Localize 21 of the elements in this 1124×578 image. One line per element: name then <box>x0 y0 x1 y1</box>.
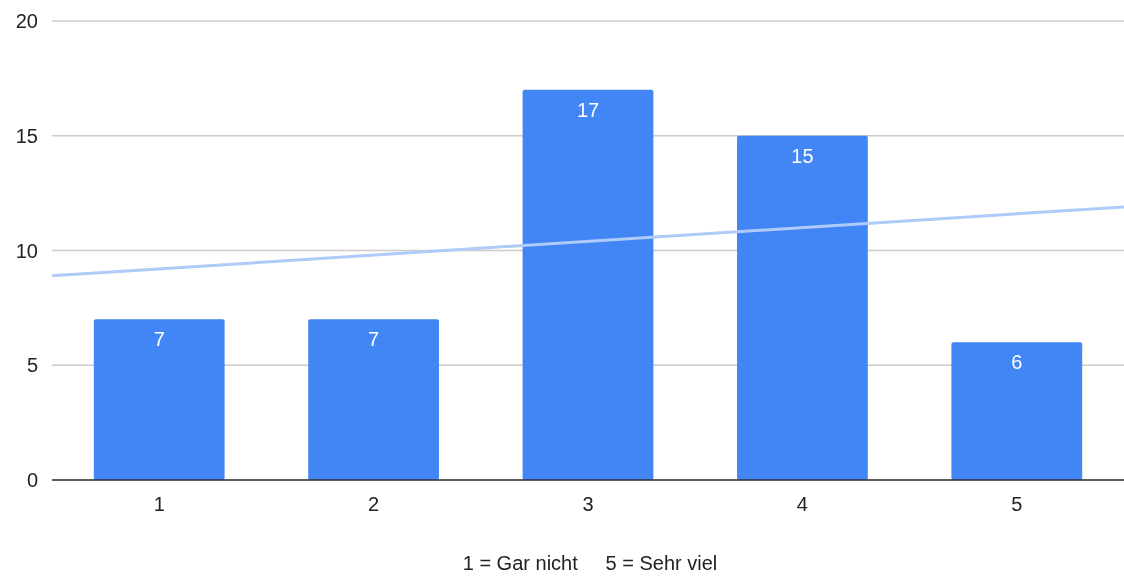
bar <box>522 89 654 480</box>
bar <box>737 135 868 480</box>
x-tick-label: 3 <box>582 493 594 515</box>
y-tick-label: 5 <box>26 354 38 377</box>
y-tick-label: 20 <box>15 10 38 32</box>
y-tick-label: 0 <box>26 469 38 491</box>
x-tick-label: 2 <box>368 493 380 515</box>
x-tick-label: 1 <box>153 493 165 515</box>
x-tick-label: 5 <box>1011 493 1023 515</box>
data-label: 7 <box>153 328 165 351</box>
y-tick-label: 10 <box>15 239 38 262</box>
data-label: 17 <box>576 98 600 121</box>
data-label: 15 <box>791 144 814 167</box>
y-tick-label: 15 <box>15 124 38 147</box>
bar <box>93 319 225 480</box>
bar <box>951 342 1083 480</box>
x-tick-label: 4 <box>796 493 808 515</box>
data-label: 6 <box>1011 351 1023 374</box>
bar <box>308 319 439 480</box>
text: 1 = Gar nicht 5 = Sehr viel <box>462 552 718 574</box>
data-label: 7 <box>368 328 380 351</box>
